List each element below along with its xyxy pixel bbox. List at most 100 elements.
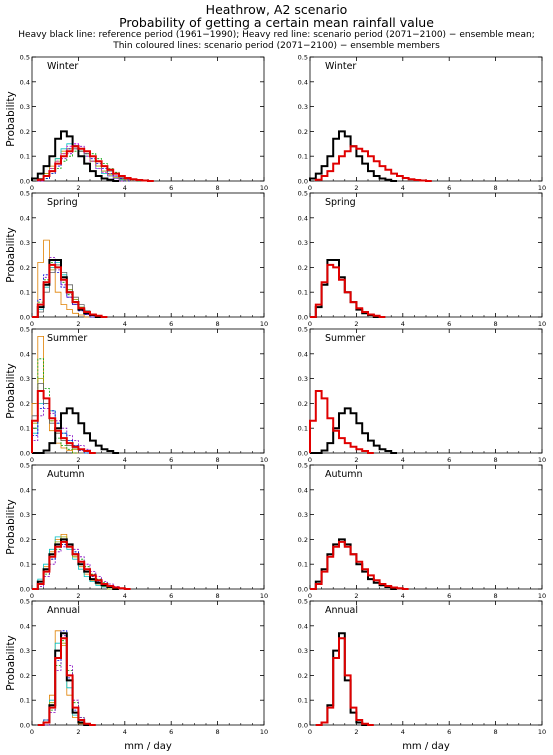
right-autumn-plot-frame [309, 464, 543, 590]
left-autumn-xtick-label: 2 [76, 592, 80, 600]
right-spring-xtick-label: 4 [401, 320, 405, 328]
left-summer-ytick-label: 0.1 [20, 425, 30, 433]
right-autumn-xtick-label: 8 [494, 592, 498, 600]
left-annual-ensemble-member-line [37, 637, 90, 726]
right-spring-ytick-label: 0.4 [298, 214, 308, 222]
right-autumn-ytick-label: 0.0 [298, 586, 308, 594]
right-annual-season-label: Annual [325, 605, 358, 616]
right-spring-season-label: Spring [325, 197, 356, 208]
legend-description-line-2: Thin coloured lines: scenario period (20… [113, 41, 440, 51]
right-autumn-ytick-label: 0.5 [298, 462, 308, 470]
left-summer-ylabel: Probability [5, 363, 17, 419]
left-annual-reference-line [37, 632, 90, 726]
right-annual-xtick-label: 4 [401, 728, 405, 736]
left-spring-plot-frame [31, 192, 265, 318]
left-winter-xtick-label: 0 [30, 184, 34, 192]
right-summer-ytick-label: 0.1 [298, 425, 308, 433]
right-autumn-season-label: Autumn [325, 469, 363, 480]
right-winter-xtick-label: 8 [494, 184, 498, 192]
right-spring-ytick-label: 0.1 [298, 289, 308, 297]
right-winter-xtick-label: 0 [308, 184, 312, 192]
left-winter-ytick-label: 0.1 [20, 153, 30, 161]
legend-description-line-1: Heavy black line: reference period (1961… [18, 30, 535, 40]
left-autumn-xtick-label: 0 [30, 592, 34, 600]
right-winter-ytick-label: 0.1 [298, 153, 308, 161]
left-winter-ytick-label: 0.2 [20, 128, 30, 136]
left-autumn-season-label: Autumn [47, 469, 85, 480]
left-winter-xtick-label: 10 [260, 184, 268, 192]
right-spring-scenario-mean-line [310, 263, 386, 318]
left-summer-season-label: Summer [47, 333, 87, 344]
right-summer-scenario-mean-line [309, 390, 374, 454]
right-annual-reference-line [315, 632, 368, 726]
right-summer-ytick-label: 0.0 [298, 450, 308, 458]
right-summer-xtick-label: 4 [401, 456, 405, 464]
left-annual-ytick-label: 0.3 [20, 647, 30, 655]
right-autumn-xtick-label: 10 [538, 592, 546, 600]
right-annual-xtick-label: 8 [494, 728, 498, 736]
left-spring-xtick-label: 10 [260, 320, 268, 328]
left-summer-xtick-label: 8 [216, 456, 220, 464]
left-summer-scenario-mean-line [31, 390, 96, 454]
right-spring-ytick-label: 0.5 [298, 190, 308, 198]
left-winter-ytick-label: 0.5 [20, 54, 30, 62]
right-spring-xtick-label: 8 [494, 320, 498, 328]
left-annual-season-label: Annual [47, 605, 80, 616]
right-autumn-scenario-mean-line [310, 540, 409, 590]
left-spring-season-label: Spring [47, 197, 78, 208]
left-autumn-ylabel: Probability [5, 499, 17, 555]
left-winter-ytick-label: 0.4 [20, 78, 30, 86]
left-annual-xtick-label: 6 [169, 728, 173, 736]
right-annual-ytick-label: 0.0 [298, 722, 308, 730]
right-autumn-xtick-label: 2 [354, 592, 358, 600]
left-winter-plot-frame [31, 56, 265, 182]
left-annual-ylabel: Probability [5, 635, 17, 691]
left-annual-ytick-label: 0.5 [20, 598, 30, 606]
right-annual-ytick-label: 0.4 [298, 622, 308, 630]
right-autumn-ytick-label: 0.4 [298, 486, 308, 494]
right-spring-xtick-label: 6 [447, 320, 451, 328]
left-annual-ensemble-member-line [37, 630, 90, 726]
right-autumn-xtick-label: 0 [308, 592, 312, 600]
left-annual-xtick-label: 10 [260, 728, 268, 736]
right-summer-plot-frame [309, 328, 543, 454]
right-spring-plot-frame [309, 192, 543, 318]
right-winter-ytick-label: 0.5 [298, 54, 308, 62]
left-summer-ensemble-member-line [31, 408, 96, 454]
left-spring-ytick-label: 0.2 [20, 264, 30, 272]
right-summer-season-label: Summer [325, 333, 365, 344]
right-annual-ytick-label: 0.1 [298, 697, 308, 705]
right-annual-xtick-label: 0 [308, 728, 312, 736]
right-winter-ytick-label: 0.2 [298, 128, 308, 136]
right-summer-xtick-label: 10 [538, 456, 546, 464]
right-summer-xtick-label: 8 [494, 456, 498, 464]
left-spring-ensemble-member-line [32, 259, 96, 318]
right-annual-ytick-label: 0.5 [298, 598, 308, 606]
right-summer-ytick-label: 0.4 [298, 350, 308, 358]
right-winter-ytick-label: 0.3 [298, 103, 308, 111]
left-spring-ensemble-member-line [32, 262, 96, 318]
left-annual-ytick-label: 0.4 [20, 622, 30, 630]
left-spring-ytick-label: 0.3 [20, 239, 30, 247]
right-winter-xtick-label: 6 [447, 184, 451, 192]
left-spring-xtick-label: 0 [30, 320, 34, 328]
right-annual-xtick-label: 10 [538, 728, 546, 736]
left-summer-xtick-label: 10 [260, 456, 268, 464]
left-annual-ensemble-member-line [37, 642, 90, 726]
left-summer-ensemble-member-line [31, 383, 85, 454]
left-winter-xtick-label: 4 [123, 184, 127, 192]
left-autumn-ytick-label: 0.2 [20, 536, 30, 544]
left-summer-xtick-label: 0 [30, 456, 34, 464]
right-spring-ytick-label: 0.0 [298, 314, 308, 322]
left-winter-season-label: Winter [47, 61, 78, 72]
left-autumn-plot-frame [31, 464, 265, 590]
right-spring-xtick-label: 0 [308, 320, 312, 328]
left-annual-xtick-label: 8 [216, 728, 220, 736]
chart-title: Heathrow, A2 scenario [205, 2, 348, 17]
left-xlabel: mm / day [124, 741, 172, 752]
left-autumn-xtick-label: 6 [169, 592, 173, 600]
left-spring-ytick-label: 0.4 [20, 214, 30, 222]
left-autumn-ytick-label: 0.0 [20, 586, 30, 594]
left-autumn-ytick-label: 0.4 [20, 486, 30, 494]
